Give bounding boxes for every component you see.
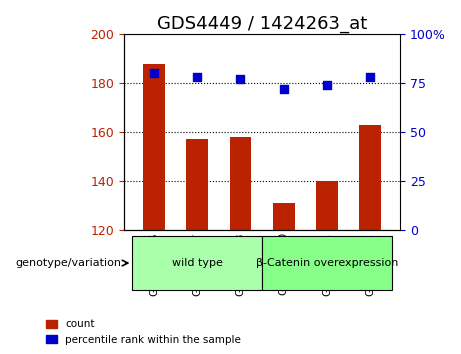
Bar xyxy=(230,137,251,229)
Text: wild type: wild type xyxy=(172,258,223,268)
FancyBboxPatch shape xyxy=(262,236,392,290)
Point xyxy=(237,76,244,82)
Bar xyxy=(273,203,295,229)
Bar xyxy=(186,139,208,229)
Legend: count, percentile rank within the sample: count, percentile rank within the sample xyxy=(42,315,245,349)
FancyBboxPatch shape xyxy=(132,236,262,290)
Point xyxy=(194,74,201,80)
Point xyxy=(280,86,287,92)
Point xyxy=(323,82,331,88)
Bar xyxy=(143,64,165,229)
Bar xyxy=(316,181,338,229)
Bar xyxy=(359,125,381,229)
Text: genotype/variation: genotype/variation xyxy=(16,258,122,268)
Point xyxy=(366,74,374,80)
Point xyxy=(150,70,158,76)
Title: GDS4449 / 1424263_at: GDS4449 / 1424263_at xyxy=(157,15,367,33)
Text: β-Catenin overexpression: β-Catenin overexpression xyxy=(256,258,398,268)
